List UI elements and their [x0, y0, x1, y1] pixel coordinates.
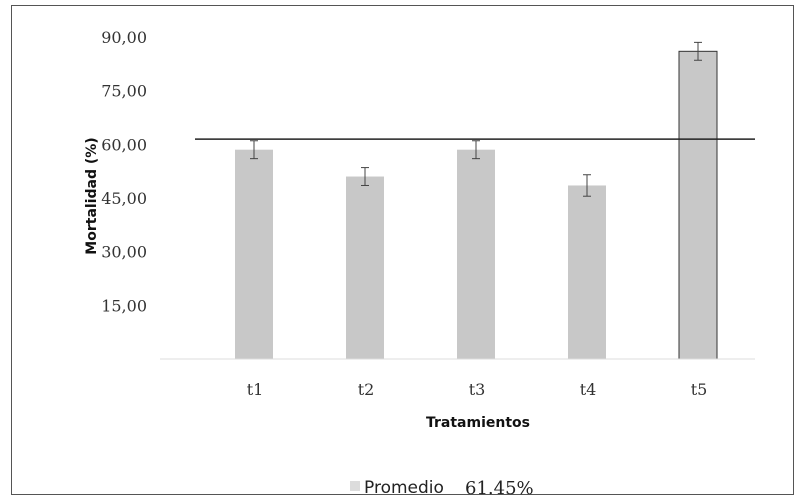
y-tick-label: 75,00	[101, 82, 147, 101]
error-bars	[250, 41, 702, 197]
legend: Promedio 61.45%	[350, 478, 534, 499]
bar-t5	[678, 50, 718, 360]
x-tick-label-t5: t5	[691, 380, 708, 399]
y-tick-label: 60,00	[101, 135, 147, 154]
y-tick-label: 90,00	[101, 28, 147, 47]
error-bar-t5	[694, 41, 702, 61]
bar-t3	[457, 149, 495, 359]
error-bar-t1	[250, 140, 258, 160]
bar-t1	[235, 149, 273, 359]
error-bar-t4	[583, 174, 591, 197]
legend-swatch	[350, 481, 360, 491]
y-tick-label: 30,00	[101, 243, 147, 262]
chart-frame	[11, 5, 794, 495]
x-tick-label-t4: t4	[580, 380, 597, 399]
y-tick-label: 45,00	[101, 189, 147, 208]
bar-t4	[568, 185, 606, 359]
y-axis-ticks: 90,00 75,00 60,00 45,00 30,00 15,00	[101, 28, 147, 315]
y-tick-label: 15,00	[101, 296, 147, 315]
error-bar-t3	[472, 140, 480, 160]
bar-t2	[346, 176, 384, 359]
x-tick-label-t3: t3	[469, 380, 486, 399]
bars	[235, 50, 718, 360]
legend-label: Promedio	[364, 478, 444, 498]
y-axis-label: Mortalidad (%)	[84, 137, 100, 254]
legend-value: 61.45%	[465, 478, 534, 499]
error-bar-t2	[361, 167, 369, 186]
x-tick-label-t2: t2	[358, 380, 375, 399]
x-axis-label: Tratamientos	[426, 415, 530, 431]
x-tick-label-t1: t1	[247, 380, 264, 399]
x-axis-ticks: t1 t2 t3 t4 t5	[247, 380, 708, 399]
